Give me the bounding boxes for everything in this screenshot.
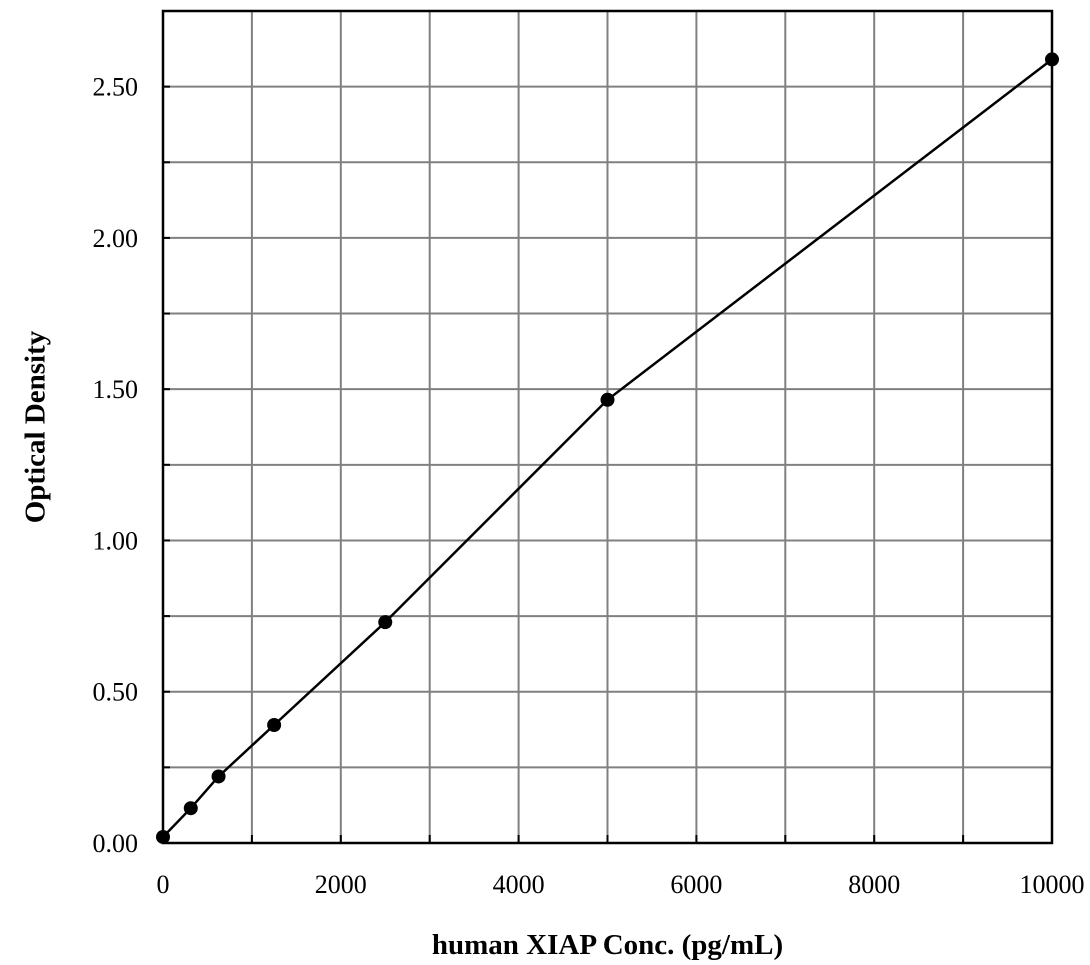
data-point [601, 393, 615, 407]
x-tick-label: 10000 [1020, 870, 1085, 899]
data-point [184, 801, 198, 815]
y-tick-label: 0.50 [93, 678, 139, 707]
x-axis-title: human XIAP Conc. (pg/mL) [432, 929, 783, 961]
data-point [156, 830, 170, 844]
data-point [1045, 52, 1059, 66]
x-tick-label: 0 [157, 870, 170, 899]
y-tick-label: 1.00 [93, 526, 139, 555]
y-axis-title: Optical Density [20, 330, 52, 523]
y-tick-label: 2.50 [93, 73, 139, 102]
y-tick-label: 2.00 [93, 224, 139, 253]
x-tick-label: 6000 [670, 870, 722, 899]
data-point [212, 769, 226, 783]
y-tick-label: 0.00 [93, 829, 139, 858]
y-tick-label: 1.50 [93, 375, 139, 404]
x-tick-label: 4000 [493, 870, 545, 899]
data-point [378, 615, 392, 629]
x-tick-label: 2000 [315, 870, 367, 899]
x-axis-tick-labels: 0 2000 4000 6000 8000 10000 [157, 870, 1085, 899]
x-tick-label: 8000 [848, 870, 900, 899]
data-point [267, 718, 281, 732]
y-axis-tick-labels: 0.00 0.50 1.00 1.50 2.00 2.50 [93, 73, 139, 858]
grid-lines [163, 11, 1052, 843]
